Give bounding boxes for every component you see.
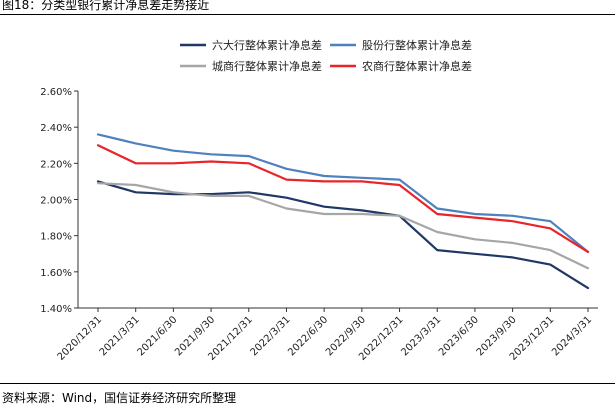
bottom-rule: [0, 383, 615, 384]
x-tick-label: 2024/3/31: [550, 314, 594, 358]
x-tick-label: 2021/6/30: [135, 314, 179, 358]
top-rule: [0, 14, 615, 15]
legend-label: 城商行整体累计净息差: [212, 59, 322, 73]
x-tick-label: 2023/6/30: [437, 314, 481, 358]
legend-label: 农商行整体累计净息差: [362, 59, 472, 73]
y-tick-label: 1.40%: [40, 304, 72, 315]
series-line: [96, 133, 590, 253]
x-tick-label: 2023/3/31: [399, 314, 443, 358]
x-tick-label: 2020/12/31: [56, 314, 105, 363]
y-tick-label: 1.60%: [40, 268, 72, 279]
figure-title: 图18：分类型银行累计净息差走势接近: [2, 0, 210, 12]
x-axis: 2020/12/312021/3/312021/6/302021/9/30202…: [56, 307, 598, 363]
series-line: [96, 180, 590, 290]
series-lines: [96, 133, 590, 290]
y-tick-label: 2.20%: [40, 159, 72, 170]
y-tick-label: 2.60%: [40, 87, 72, 98]
legend-label: 六大行整体累计净息差: [212, 38, 322, 52]
source-note: 资料来源：Wind，国信证券经济研究所整理: [2, 391, 237, 405]
series-line: [96, 144, 590, 253]
y-tick-label: 2.40%: [40, 123, 72, 134]
x-tick-label: 2022/6/30: [286, 314, 330, 358]
y-axis: 1.40% 1.60% 1.80% 2.00% 2.20% 2.40% 2.60%: [40, 87, 79, 315]
y-tick-label: 2.00%: [40, 196, 72, 207]
x-tick-label: 2021/3/31: [98, 314, 142, 358]
series-line: [96, 182, 590, 270]
x-tick-label: 2022/3/31: [249, 314, 293, 358]
legend-label: 股份行整体累计净息差: [362, 38, 472, 52]
y-tick-label: 1.80%: [40, 232, 72, 243]
